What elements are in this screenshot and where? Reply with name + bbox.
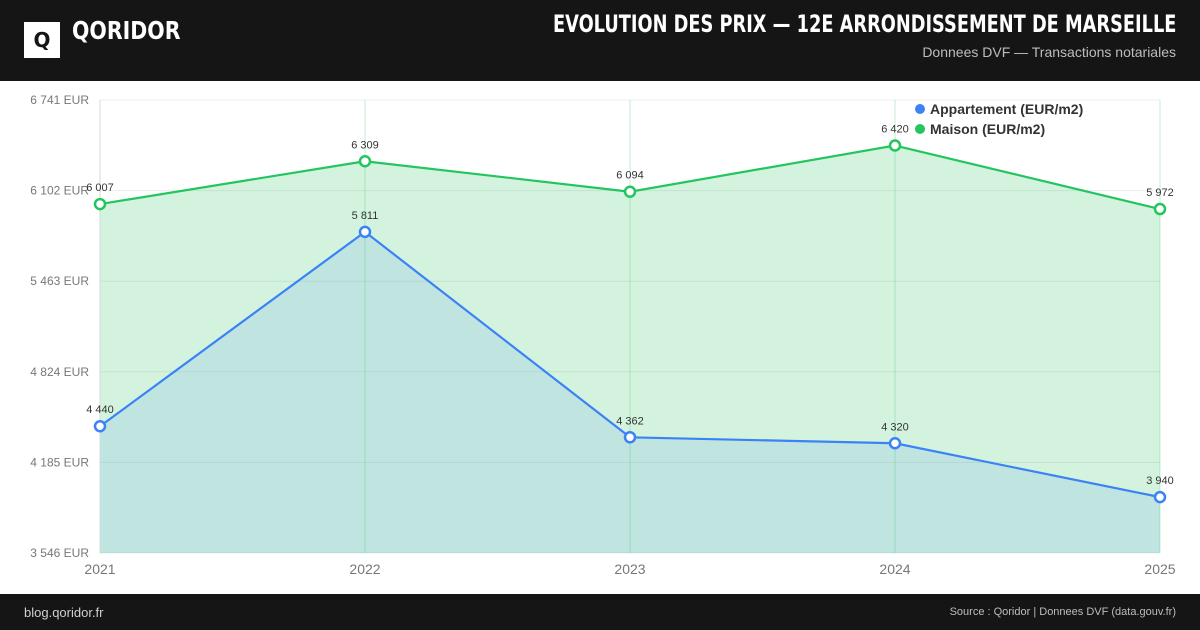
- data-point-appartement[interactable]: [888, 437, 902, 450]
- data-point-maison[interactable]: [358, 155, 372, 168]
- data-point-appartement[interactable]: [623, 431, 637, 444]
- data-label-maison: 6 094: [616, 170, 644, 182]
- brand-name: QORIDOR: [72, 16, 181, 45]
- y-tick-label: 3 546 EUR: [30, 546, 89, 560]
- x-tick-label: 2025: [1144, 561, 1175, 577]
- data-label-maison: 6 420: [881, 124, 909, 136]
- data-point-appartement[interactable]: [358, 225, 372, 239]
- y-tick-label: 6 741 EUR: [30, 93, 89, 107]
- y-tick-label: 6 102 EUR: [30, 184, 89, 198]
- data-label-appartement: 4 440: [86, 404, 114, 416]
- data-point-maison[interactable]: [1153, 202, 1167, 216]
- logo-q-icon: Q: [33, 28, 51, 52]
- page-subtitle: Donnees DVF — Transactions notariales: [922, 44, 1176, 60]
- price-line-chart: 3 546 EUR 4 185 EUR 4 824 EUR 5 463 EUR 6 10…: [30, 93, 1175, 577]
- data-point-maison[interactable]: [93, 197, 107, 211]
- data-label-appartement: 4 320: [881, 421, 909, 433]
- area-appartement: [100, 231, 1160, 553]
- x-tick-label: 2021: [84, 561, 115, 577]
- x-tick-label: 2023: [614, 561, 645, 577]
- legend-marker-appartement: [915, 104, 925, 114]
- data-point-maison[interactable]: [888, 139, 902, 152]
- page-title: EVOLUTION DES PRIX — 12E ARRONDISSEMENT …: [552, 10, 1176, 38]
- footer-bar: blog.qoridor.fr Source : Qoridor | Donne…: [0, 594, 1200, 630]
- header-bar: Q QORIDOR EVOLUTION DES PRIX — 12E ARRON…: [0, 0, 1200, 81]
- legend-marker-maison: [915, 124, 925, 134]
- footer-site-link[interactable]: blog.qoridor.fr: [24, 605, 104, 620]
- data-point-appartement[interactable]: [93, 419, 107, 433]
- y-tick-label: 4 185 EUR: [30, 455, 89, 469]
- data-label-appartement: 5 811: [352, 210, 379, 222]
- data-label-appartement: 4 362: [616, 415, 644, 427]
- data-label-maison: 6 309: [351, 139, 379, 151]
- x-tick-label: 2022: [349, 561, 380, 577]
- footer-source: Source : Qoridor | Donnees DVF (data.gou…: [949, 606, 1176, 618]
- y-tick-label: 5 463 EUR: [30, 274, 89, 288]
- area-maison: [100, 145, 1160, 553]
- data-label-maison: 6 007: [86, 182, 114, 194]
- legend-label-appartement: Appartement (EUR/m2): [930, 101, 1083, 117]
- data-label-maison: 5 972: [1146, 187, 1174, 199]
- data-point-appartement[interactable]: [1153, 490, 1167, 504]
- legend-label-maison: Maison (EUR/m2): [930, 121, 1045, 137]
- y-tick-label: 4 824 EUR: [30, 365, 89, 379]
- logo: Q: [24, 22, 60, 58]
- x-tick-label: 2024: [879, 561, 910, 577]
- data-label-appartement: 3 940: [1146, 475, 1174, 487]
- data-point-maison[interactable]: [623, 185, 637, 198]
